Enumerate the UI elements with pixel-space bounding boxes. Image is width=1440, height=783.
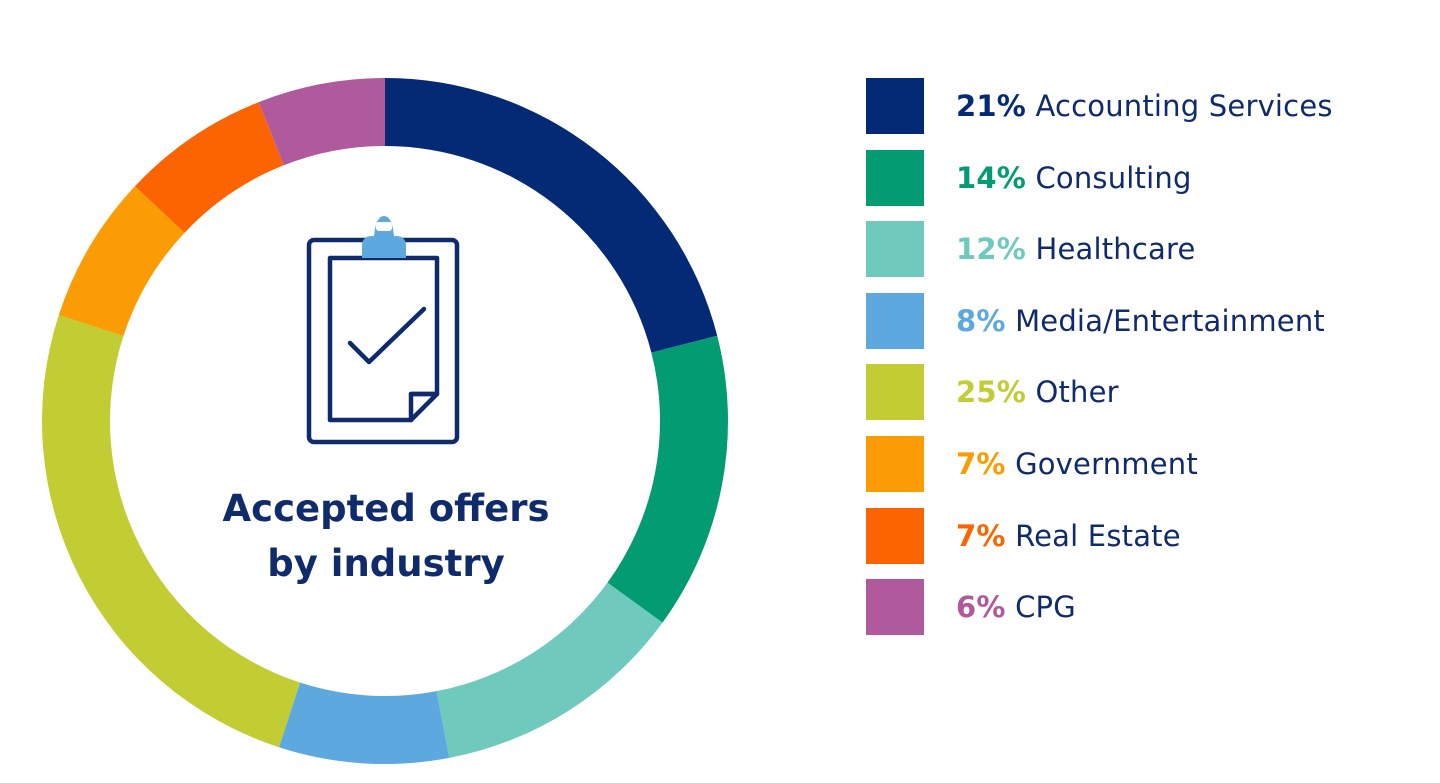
legend-swatch (866, 149, 924, 206)
legend-swatch (866, 221, 924, 278)
chart-title-line-2: by industry (267, 542, 504, 585)
clipboard-check-icon (306, 237, 460, 445)
legend-label: Accounting Services (1035, 89, 1333, 123)
legend-item-consulting: 14% Consulting (866, 149, 1426, 206)
donut-chart: Accepted offers by industry (42, 78, 729, 764)
donut-slice-accounting-services (385, 78, 718, 353)
legend-swatch (866, 435, 924, 492)
legend-item-healthcare: 12% Healthcare (866, 221, 1426, 278)
legend-percent: 7% (956, 446, 1006, 481)
clipboard-clip (362, 216, 406, 258)
legend-item-other: 25% Other (866, 364, 1426, 421)
legend-label: Government (1015, 446, 1198, 481)
legend-label: Other (1035, 375, 1119, 410)
legend-item-real-estate: 7% Real Estate (866, 507, 1426, 564)
legend-percent: 6% (956, 590, 1006, 625)
donut-slice-media-entertainment (279, 682, 450, 764)
legend-swatch (866, 364, 924, 421)
legend-swatch (866, 292, 924, 349)
legend: 21% Accounting Services 14% Consulting 1… (866, 78, 1426, 651)
legend-label: Consulting (1035, 160, 1192, 195)
legend-percent: 25% (956, 375, 1027, 410)
chart-title-line-1: Accepted offers (223, 487, 550, 530)
donut-slice-consulting (607, 335, 729, 623)
legend-item-government: 7% Government (866, 435, 1426, 492)
legend-label: Media/Entertainment (1015, 303, 1325, 338)
legend-percent: 7% (956, 518, 1006, 553)
legend-item-media-entertainment: 8% Media/Entertainment (866, 292, 1426, 349)
legend-swatch (866, 507, 924, 564)
donut-slice-healthcare (436, 582, 663, 758)
legend-percent: 12% (956, 232, 1027, 267)
legend-percent: 8% (956, 303, 1006, 338)
donut-slices (42, 78, 729, 764)
donut-slice-government (58, 186, 185, 337)
legend-item-cpg: 6% CPG (866, 579, 1426, 636)
legend-percent: 21% (956, 89, 1027, 123)
legend-label: Real Estate (1015, 518, 1181, 553)
legend-swatch (866, 579, 924, 636)
donut-slice-real-estate (134, 102, 284, 233)
legend-label: Healthcare (1035, 232, 1196, 267)
legend-label: CPG (1015, 590, 1076, 625)
donut-slice-cpg (258, 78, 385, 166)
donut-slice-other (42, 315, 301, 748)
legend-percent: 14% (956, 160, 1027, 195)
legend-item-accounting-services: 21% Accounting Services (866, 78, 1426, 134)
legend-swatch (866, 78, 924, 134)
